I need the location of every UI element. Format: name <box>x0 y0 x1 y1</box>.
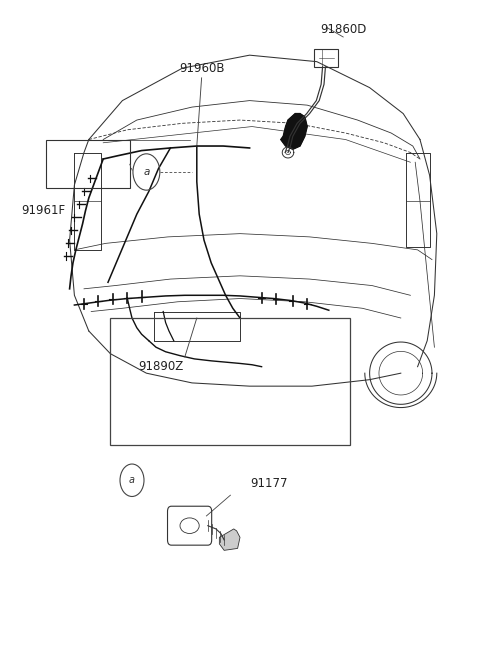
Text: 91177: 91177 <box>250 477 288 490</box>
Text: 91890Z: 91890Z <box>138 360 183 373</box>
Polygon shape <box>219 529 240 550</box>
Polygon shape <box>281 114 307 149</box>
Text: a: a <box>143 167 150 177</box>
Text: 91860D: 91860D <box>320 23 366 36</box>
Text: 91960B: 91960B <box>179 62 224 75</box>
Text: 91961F: 91961F <box>22 204 66 217</box>
Text: a: a <box>129 475 135 485</box>
